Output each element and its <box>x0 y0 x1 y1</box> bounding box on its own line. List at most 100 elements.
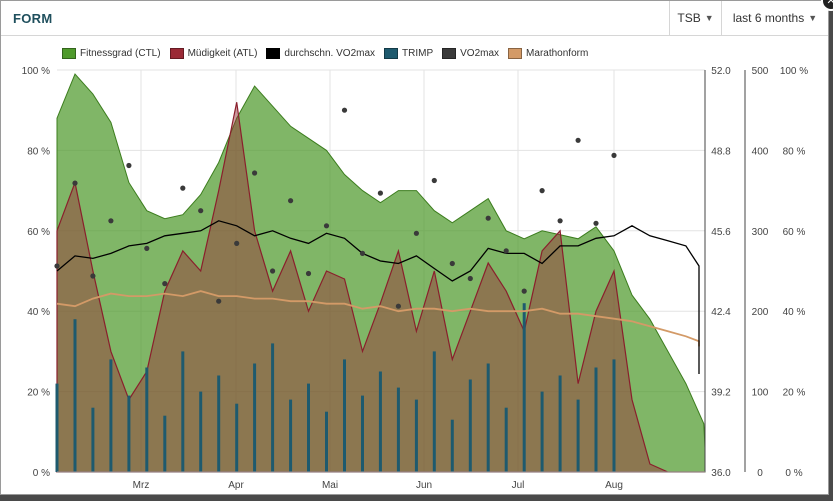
trimp-bar <box>307 383 310 472</box>
trimp-bar <box>378 371 382 472</box>
legend-swatch <box>508 47 523 59</box>
trimp-bar <box>432 351 436 472</box>
metric-dropdown[interactable]: TSB ▼ <box>669 1 721 35</box>
y-trimp-tick-label: 0 <box>757 468 763 479</box>
vo2max-point <box>216 298 222 304</box>
x-tick-label: Apr <box>228 480 244 491</box>
vo2max-point <box>413 230 419 236</box>
trimp-bar <box>73 319 77 472</box>
trimp-bar <box>271 343 275 472</box>
trimp-bar <box>450 419 454 472</box>
vo2max-point <box>144 245 150 251</box>
trimp-bar <box>199 391 203 472</box>
vo2max-point <box>252 170 258 176</box>
vo2max-point <box>431 177 437 184</box>
vo2max-point <box>575 137 581 143</box>
trimp-bar <box>504 407 508 472</box>
metric-dropdown-label: TSB <box>677 11 701 25</box>
trimp-bar <box>127 395 131 472</box>
vo2max-point <box>162 281 168 287</box>
y-right-tick-label: 0 % <box>785 468 802 479</box>
trimp-bar <box>396 387 400 472</box>
panel-header: FORM TSB ▼ last 6 months ▼ <box>1 1 828 36</box>
legend-item[interactable]: Müdigkeit (ATL) <box>169 45 258 61</box>
trimp-bar <box>325 411 328 472</box>
vo2max-point <box>449 260 455 267</box>
legend-label: Marathonform <box>526 47 589 59</box>
vo2max-point <box>521 288 527 294</box>
trimp-bar <box>289 399 293 472</box>
legend-label: durchschn. VO2max <box>284 47 376 59</box>
vo2max-point <box>323 223 330 229</box>
trimp-bar <box>163 415 167 472</box>
vo2max-point <box>503 248 509 254</box>
range-dropdown[interactable]: last 6 months ▼ <box>721 1 828 35</box>
y-right-tick-label: 40 % <box>783 307 806 318</box>
trimp-bar <box>253 363 257 472</box>
vo2max-point <box>377 190 383 196</box>
trimp-bar <box>361 395 364 472</box>
vo2max-point <box>72 180 78 186</box>
chevron-down-icon: ▼ <box>704 13 714 23</box>
y-left-tick-label: 40 % <box>27 307 50 318</box>
range-dropdown-label: last 6 months <box>732 11 805 25</box>
y-vo2max-tick-label: 42.4 <box>711 307 731 318</box>
x-tick-label: Aug <box>605 480 623 491</box>
y-trimp-tick-label: 100 <box>752 388 769 399</box>
legend-item[interactable]: VO2max <box>442 45 499 61</box>
vo2max-point <box>611 152 617 158</box>
legend-item[interactable]: Marathonform <box>508 45 588 61</box>
x-tick-label: Mrz <box>133 480 150 491</box>
vo2max-point <box>54 263 60 269</box>
chevron-down-icon: ▼ <box>808 13 818 23</box>
panel-title: FORM <box>13 11 53 26</box>
y-right-tick-label: 20 % <box>783 388 806 399</box>
x-tick-label: Mai <box>322 480 338 491</box>
trimp-bar <box>145 367 149 472</box>
trimp-bar <box>217 375 221 472</box>
trimp-bar <box>235 403 239 472</box>
y-vo2max-tick-label: 39.2 <box>711 388 731 399</box>
legend-label: TRIMP <box>402 47 434 59</box>
trimp-bar <box>181 351 185 472</box>
legend-label: Fitnessgrad (CTL) <box>80 47 161 59</box>
legend-item[interactable]: Fitnessgrad (CTL) <box>62 45 161 61</box>
y-trimp-tick-label: 400 <box>752 146 769 157</box>
trimp-bar <box>486 363 490 472</box>
y-vo2max-tick-label: 36.0 <box>711 468 731 479</box>
vo2max-point <box>126 162 132 169</box>
vo2max-point <box>467 275 473 282</box>
close-icon[interactable]: ✕ <box>821 0 833 11</box>
legend-item[interactable]: TRIMP <box>384 45 433 61</box>
legend-item[interactable]: durchschn. VO2max <box>266 45 375 61</box>
trimp-bar <box>558 375 562 472</box>
legend-swatch <box>169 47 184 59</box>
trimp-bar <box>109 359 113 472</box>
trimp-bar <box>612 359 616 472</box>
trimp-bar <box>414 399 418 472</box>
y-right-tick-label: 100 % <box>780 66 808 77</box>
y-right-tick-label: 60 % <box>783 227 806 238</box>
vo2max-point <box>557 218 563 224</box>
trimp-bar <box>576 399 580 472</box>
y-left-tick-label: 60 % <box>27 227 50 238</box>
trimp-bar <box>540 391 544 472</box>
legend-label: Müdigkeit (ATL) <box>187 47 258 59</box>
vo2max-point <box>270 268 276 274</box>
vo2max-point <box>485 215 491 221</box>
vo2max-point <box>359 250 366 256</box>
x-tick-label: Jun <box>416 480 432 491</box>
marathonform-line <box>56 290 700 347</box>
trimp-bar <box>55 383 59 472</box>
y-vo2max-tick-label: 45.6 <box>711 227 731 238</box>
legend-swatch <box>442 47 457 59</box>
trimp-bar <box>343 359 346 472</box>
vo2max-point <box>108 218 114 224</box>
y-left-tick-label: 20 % <box>27 388 50 399</box>
vo2max-point <box>234 240 240 246</box>
trimp-bar <box>594 367 598 472</box>
legend-swatch <box>62 47 76 59</box>
vo2max-point <box>593 220 599 226</box>
vo2max-point <box>288 198 294 204</box>
